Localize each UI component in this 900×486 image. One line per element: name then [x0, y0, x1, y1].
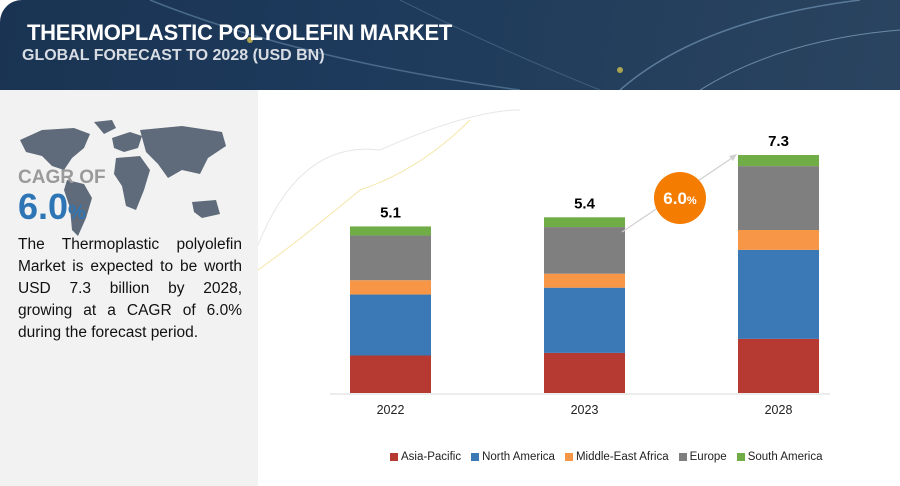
- page-title: THERMOPLASTIC POLYOLEFIN MARKET: [27, 20, 453, 45]
- legend-swatch: [390, 453, 398, 461]
- total-label-2028: 7.3: [768, 133, 789, 150]
- legend-label: Europe: [689, 451, 727, 463]
- legend-item: North America: [471, 451, 555, 463]
- cagr-unit: %: [68, 202, 86, 224]
- bar-segment-asia-pacific-2028: [738, 338, 819, 393]
- growth-arrowhead: [729, 154, 737, 161]
- page-subtitle: GLOBAL FORECAST TO 2028 (USD BN): [22, 47, 325, 64]
- legend-item: Europe: [678, 451, 727, 463]
- bar-segment-europe-2022: [350, 235, 431, 281]
- bar-segment-middle-east-africa-2022: [350, 280, 431, 295]
- legend-swatch: [678, 453, 687, 461]
- bar-segment-north-america-2023: [544, 287, 625, 353]
- chart-legend: Asia-Pacific North America Middle-East Afr…: [390, 451, 823, 463]
- world-map-icon: [20, 120, 226, 236]
- cagr-value: 6.0%: [18, 186, 86, 228]
- legend-label: Asia-Pacific: [401, 451, 462, 463]
- bar-segment-europe-2028: [738, 166, 819, 230]
- x-tick-label-2028: 2028: [765, 403, 793, 417]
- bar-segment-south-america-2023: [544, 217, 625, 228]
- bar-segment-north-america-2028: [738, 249, 819, 339]
- bar-segment-middle-east-africa-2023: [544, 273, 625, 288]
- bar-segment-asia-pacific-2022: [350, 355, 431, 393]
- legend-swatch: [471, 453, 480, 461]
- total-label-2022: 5.1: [380, 204, 401, 221]
- bar-segment-south-america-2022: [350, 226, 431, 236]
- bar-segment-europe-2023: [544, 227, 625, 274]
- x-tick-label-2022: 2022: [377, 403, 405, 417]
- legend-label: Middle-East Africa: [575, 451, 669, 463]
- decorative-light-streaks: [149, 0, 900, 90]
- cagr-label: CAGR OF: [18, 167, 106, 188]
- legend-item: South America: [736, 451, 823, 463]
- legend-label: North America: [482, 451, 555, 463]
- legend-item: Middle-East Africa: [564, 451, 669, 463]
- header-banner: THERMOPLASTIC POLYOLEFIN MARKET GLOBAL F…: [0, 0, 900, 90]
- cagr-number: 6.0: [18, 186, 69, 227]
- legend-swatch: [736, 453, 745, 461]
- bar-segment-north-america-2022: [350, 294, 431, 356]
- legend-item: Asia-Pacific: [390, 451, 461, 463]
- market-description: The Thermoplastic polyolefin Market is e…: [18, 236, 242, 341]
- decorative-curve: [257, 109, 521, 246]
- bar-segment-south-america-2028: [738, 155, 819, 167]
- bar-segment-asia-pacific-2023: [544, 352, 625, 393]
- total-label-2023: 5.4: [574, 195, 596, 212]
- bar-segment-middle-east-africa-2028: [738, 230, 819, 250]
- x-tick-label-2023: 2023: [571, 403, 599, 417]
- legend-label: South America: [747, 451, 823, 463]
- decorative-curve: [257, 119, 471, 271]
- legend-swatch: [564, 453, 573, 461]
- growth-badge-label: 6.0%: [663, 189, 697, 208]
- growth-badge: [654, 172, 706, 224]
